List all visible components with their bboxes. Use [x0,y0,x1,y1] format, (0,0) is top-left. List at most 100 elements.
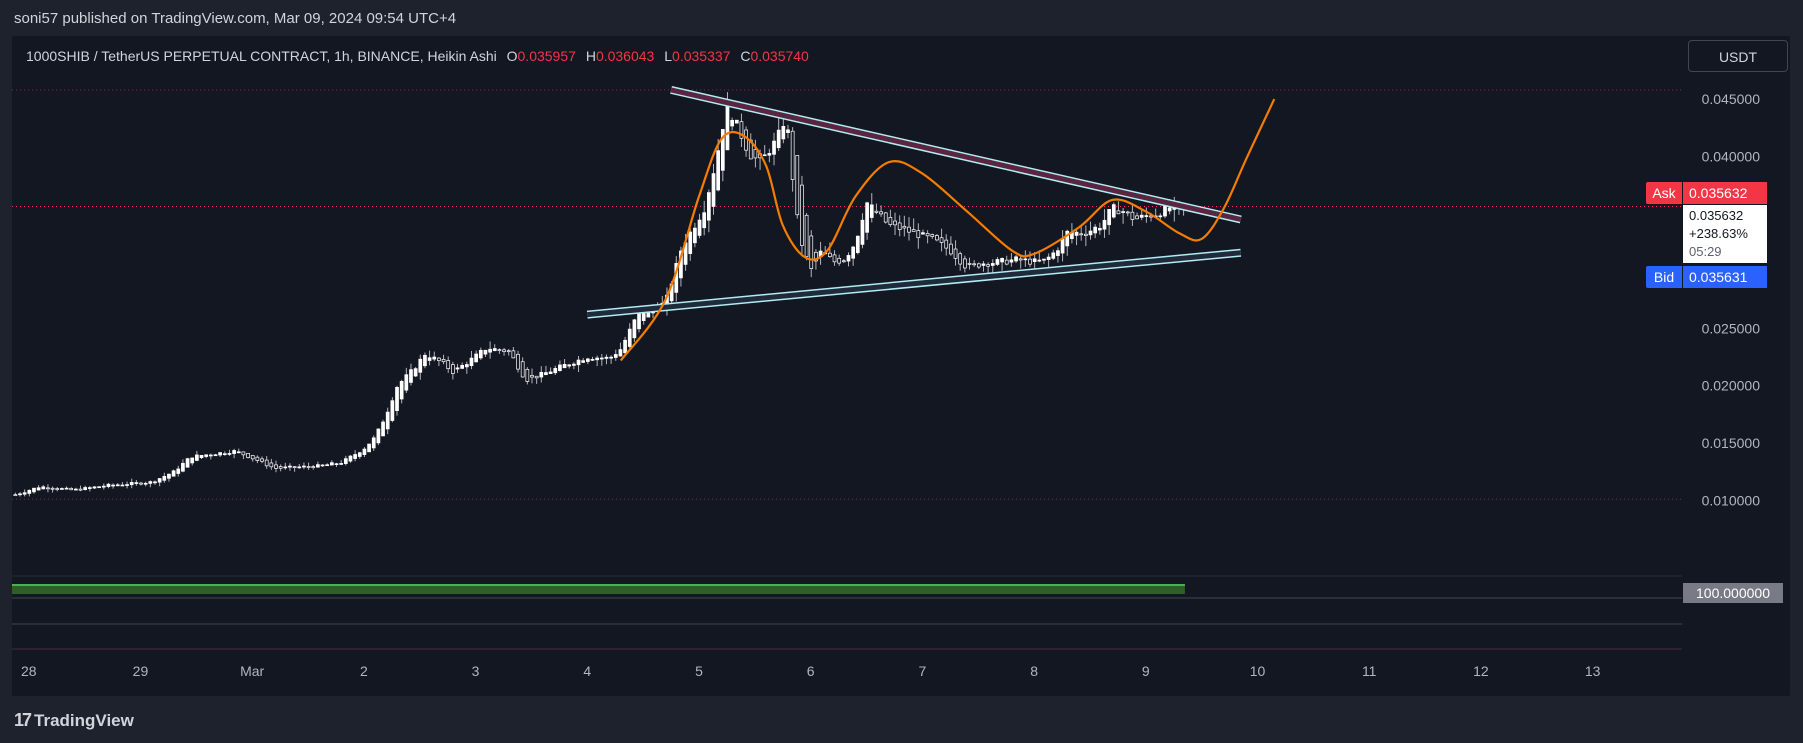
y-tick-label: 0.040000 [1702,148,1761,164]
candle-body [492,348,497,352]
bid-price: 0.035631 [1683,266,1767,288]
candle-body [585,358,590,362]
candle-body [1084,233,1088,236]
candle-body [972,263,977,266]
candle-body [283,466,288,469]
last-price-box: 0.035632 +238.63% 05:29 [1683,205,1767,263]
x-tick-label: 5 [695,663,703,679]
brand-name: TradingView [34,711,134,730]
y-tick-label: 0.020000 [1702,378,1761,394]
open-value: 0.035957 [517,48,576,64]
candle-body [1158,215,1163,218]
candle-body [167,473,171,479]
candle-body [949,243,953,255]
tradingview-logo[interactable]: 17 TradingView [14,710,134,731]
symbol-info[interactable]: 1000SHIB / TetherUS PERPETUAL CONTRACT, … [26,48,497,64]
candle-body [437,357,441,361]
x-tick-label: 11 [1362,663,1377,679]
candle-body [488,348,492,353]
candle-body [1111,204,1116,218]
y-tick-label: 0.045000 [1702,91,1761,107]
candle-body [255,456,260,461]
candle-body [739,121,744,139]
x-tick-label: 29 [133,663,149,679]
candle-body [204,454,209,457]
candle-body [860,219,865,245]
candle-body [702,212,707,229]
x-tick-label: 3 [472,663,480,679]
candle-body [981,263,986,266]
candle-body [423,354,427,367]
candle-body [874,210,879,213]
candle-body [115,484,120,487]
candle-body [725,101,730,151]
candle-body [1037,259,1042,262]
candle-body [804,214,809,257]
candle-body [572,363,576,366]
candle-body [781,125,786,140]
candle-body [921,232,925,235]
candle-body [753,149,758,159]
candle-body [613,354,618,358]
candle-body [464,364,469,368]
candle-body [460,364,465,369]
candle-body [190,457,195,464]
x-tick-label: 13 [1585,663,1601,679]
candle-body [599,357,604,360]
candle-body [707,192,711,221]
candle-body [697,219,702,236]
candle-body [404,374,409,391]
candle-body [865,202,869,233]
x-tick-label: 8 [1030,663,1038,679]
candle-body [236,451,241,454]
candle-body [632,319,637,339]
candle-body [534,375,539,379]
candle-body [800,184,804,246]
candle-body [1088,230,1093,236]
chart-panel[interactable]: 0.0450000.0400000.0300000.0250000.020000… [12,36,1790,696]
candle-body [530,375,534,378]
candle-body [288,465,292,468]
y-tick-label: 0.025000 [1702,320,1761,336]
candle-body [143,482,148,485]
close-value: 0.035740 [750,48,809,64]
candle-body [92,486,97,489]
candle-body [427,357,432,361]
price-chart[interactable]: 0.0450000.0400000.0300000.0250000.020000… [12,36,1790,696]
candle-body [553,368,558,374]
x-tick-label: 2 [360,663,368,679]
candle-body [1014,256,1018,262]
candle-body [916,230,921,239]
candle-body [935,235,939,241]
candle-body [809,235,814,269]
candle-body [418,358,423,373]
candle-body [986,264,990,267]
candle-body [106,483,111,487]
candle-body [762,154,767,157]
candle-body [562,363,567,369]
candle-body [139,482,143,485]
y-tick-label: 0.010000 [1702,492,1761,508]
candle-body [720,129,725,171]
candle-body [316,464,320,468]
candle-body [353,454,357,459]
candle-body [637,312,641,330]
candle-body [1144,215,1149,217]
candle-body [1125,211,1130,214]
candle-body [32,487,36,493]
candle-body [814,251,818,262]
indicator-value-tag: 100.000000 [1683,583,1783,603]
candle-body [623,339,627,354]
candle-body [539,371,544,378]
candle-body [581,360,586,363]
candle-body [576,359,581,366]
candle-body [1116,210,1121,215]
ask-price: 0.035632 [1683,182,1767,204]
candle-body [195,454,199,461]
candle-body [343,458,348,464]
currency-button[interactable]: USDT [1688,40,1788,72]
candle-body [432,356,437,360]
candle-body [790,130,795,180]
low-value: 0.035337 [672,48,731,64]
candle-body [786,129,790,133]
